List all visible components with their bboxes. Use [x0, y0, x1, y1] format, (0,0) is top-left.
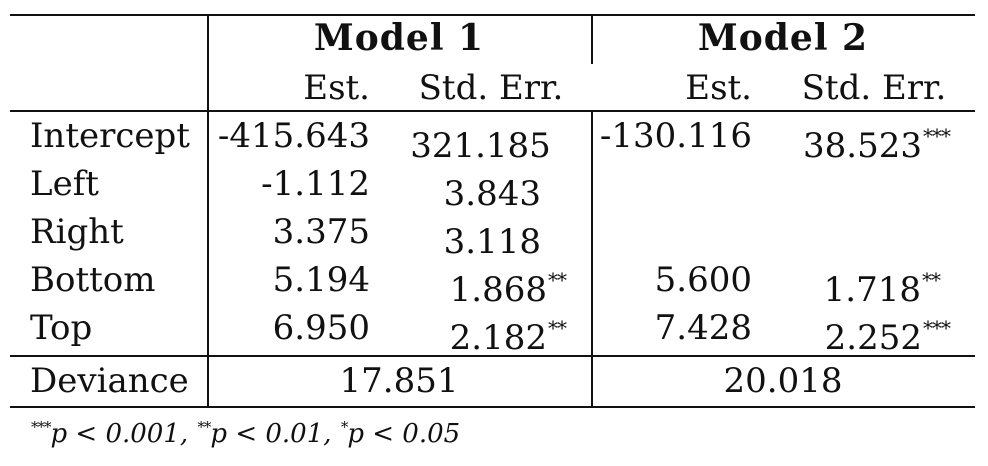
m2-est-cell: -130.116 [599, 116, 752, 156]
deviance-model-2: 20.018 [723, 361, 843, 401]
row-label: Top [30, 308, 93, 348]
footnote-stars: *** [31, 418, 51, 436]
model-1-header: Model 1 [313, 17, 485, 59]
m2-se-cell: 1.718** [823, 268, 941, 310]
body-rule [10, 355, 975, 357]
m1-est-cell: 6.950 [272, 308, 370, 348]
row-label: Intercept [30, 116, 190, 156]
m1-se-cell: 1.868** [449, 268, 567, 310]
footnote-stars: ** [197, 418, 211, 436]
label-column-divider [207, 14, 209, 408]
m2-se-cell: 38.523*** [803, 124, 951, 166]
subheader-m1-se: Std. Err. [418, 68, 564, 108]
m1-est-cell: 5.194 [272, 260, 370, 300]
footnote-text: p < 0.05 [347, 419, 461, 449]
deviance-label: Deviance [30, 361, 189, 401]
m1-est-cell: 3.375 [272, 212, 370, 252]
row-label: Left [30, 164, 99, 204]
m1-se-cell: 321.185 [410, 126, 551, 166]
row-label: Right [30, 212, 124, 252]
header-rule [10, 110, 975, 112]
subheader-m2-se: Std. Err. [801, 68, 947, 108]
m2-est-cell: 7.428 [654, 308, 752, 348]
model-body-divider [591, 110, 593, 408]
footnote-stars: * [340, 418, 348, 436]
bottom-rule [10, 406, 975, 408]
footnote-text: p < 0.01, [210, 419, 340, 449]
m2-est-cell: 5.600 [654, 260, 752, 300]
footnote-text: p < 0.001, [50, 419, 197, 449]
deviance-model-1: 17.851 [339, 361, 459, 401]
significance-footnote: ***p < 0.001, **p < 0.01, *p < 0.05 [30, 418, 460, 449]
m1-est-cell: -1.112 [261, 164, 370, 204]
subheader-m1-est: Est. [303, 68, 370, 108]
m1-se-cell: 2.182** [449, 316, 567, 358]
model-header-divider [591, 14, 593, 64]
m1-est-cell: -415.643 [217, 116, 370, 156]
top-rule [10, 14, 975, 16]
m1-se-cell: 3.118 [443, 222, 541, 262]
m1-se-cell: 3.843 [443, 174, 541, 214]
subheader-m2-est: Est. [685, 68, 752, 108]
row-label: Bottom [30, 260, 156, 300]
m2-se-cell: 2.252*** [824, 316, 951, 358]
model-2-header: Model 2 [697, 17, 869, 59]
